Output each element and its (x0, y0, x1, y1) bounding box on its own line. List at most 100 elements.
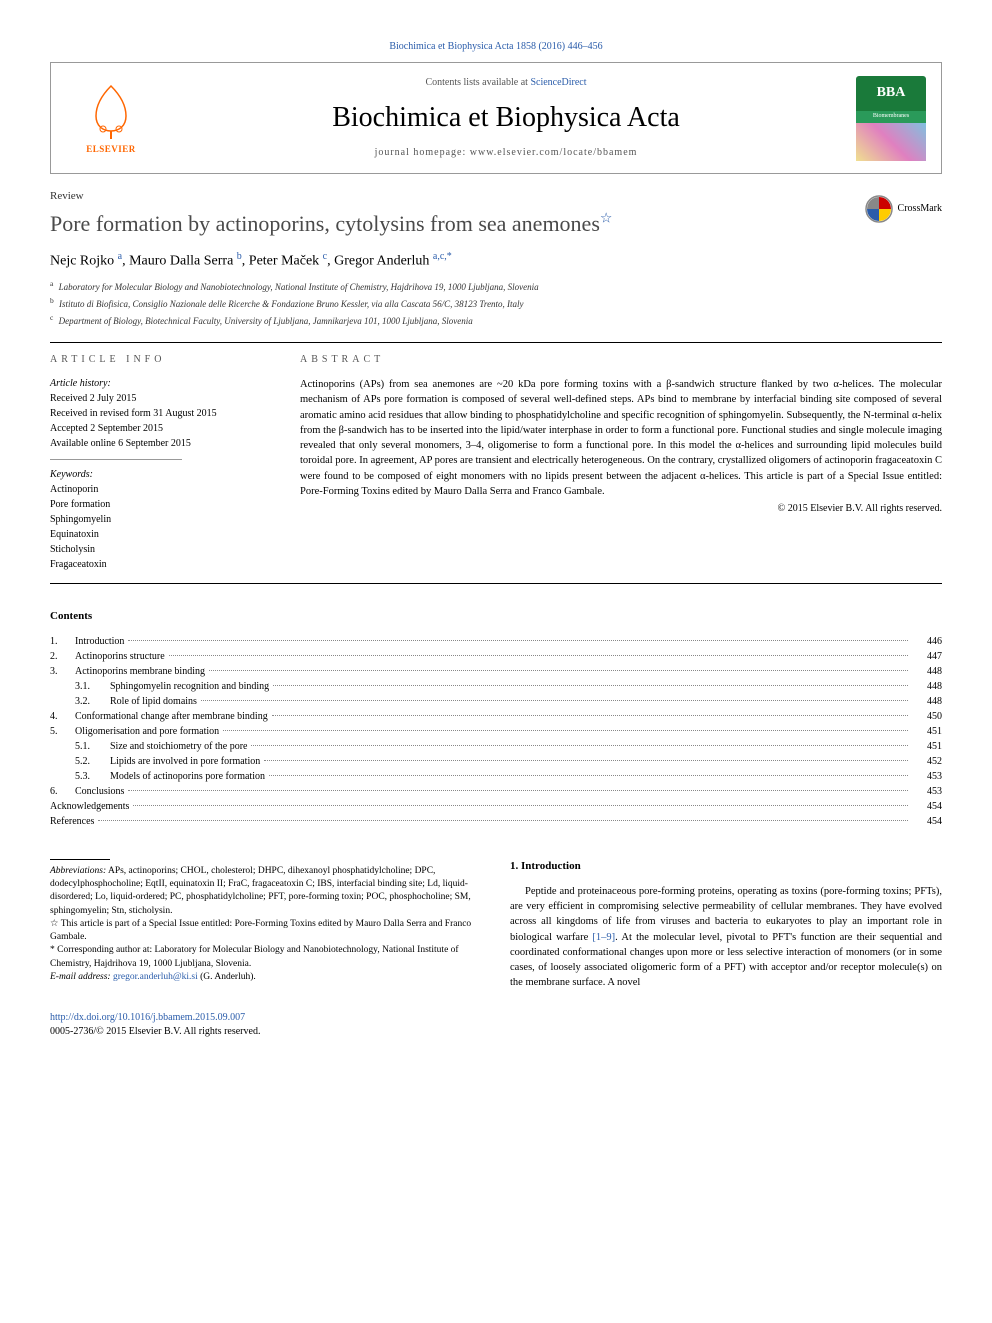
rule (50, 342, 942, 343)
footnotes-col: Abbreviations: APs, actinoporins; CHOL, … (50, 859, 480, 991)
article-type: Review (50, 189, 942, 204)
toc-page: 447 (912, 650, 942, 664)
keyword: Actinoporin (50, 483, 270, 497)
email-link[interactable]: gregor.anderluh@ki.si (113, 972, 198, 982)
contents-available: Contents lists available at ScienceDirec… (176, 76, 836, 90)
toc-row[interactable]: 4.Conformational change after membrane b… (50, 710, 942, 724)
toc-num: 3. (50, 665, 75, 679)
intro-ref-link[interactable]: [1–9] (592, 932, 615, 943)
affiliation: b Istituto di Biofisica, Consiglio Nazio… (50, 296, 942, 311)
toc-dots (128, 640, 908, 641)
toc-dots (128, 790, 908, 791)
toc-label: Models of actinoporins pore formation (110, 770, 265, 784)
intro-text: Peptide and proteinaceous pore-forming p… (510, 884, 942, 991)
toc-row[interactable]: Acknowledgements454 (50, 800, 942, 814)
elsevier-tree-icon (81, 81, 141, 141)
toc-row[interactable]: 6.Conclusions453 (50, 785, 942, 799)
toc-row[interactable]: 5.1.Size and stoichiometry of the pore45… (50, 740, 942, 754)
sciencedirect-link[interactable]: ScienceDirect (530, 77, 586, 88)
footnote-rule (50, 859, 110, 860)
email-label: E-mail address: (50, 972, 111, 982)
toc-dots (269, 775, 908, 776)
affiliation: a Laboratory for Molecular Biology and N… (50, 279, 942, 294)
toc-label: Actinoporins membrane binding (75, 665, 205, 679)
toc-label: Actinoporins structure (75, 650, 165, 664)
toc-page: 453 (912, 785, 942, 799)
affiliation: c Department of Biology, Biotechnical Fa… (50, 313, 942, 328)
toc-row[interactable]: 3.2.Role of lipid domains 448 (50, 695, 942, 709)
keyword: Pore formation (50, 498, 270, 512)
toc-row[interactable]: 5.3.Models of actinoporins pore formatio… (50, 770, 942, 784)
keyword: Fragaceatoxin (50, 558, 270, 572)
keywords-label: Keywords: (50, 468, 270, 482)
toc-page: 446 (912, 635, 942, 649)
header-box: ELSEVIER Contents lists available at Sci… (50, 62, 942, 174)
bba-cover-thumb: BBA Biomembranes (856, 76, 926, 161)
toc-subnum: 5.1. (75, 740, 110, 754)
bba-logo-text: BBA (856, 76, 926, 111)
article-title: Pore formation by actinoporins, cytolysi… (50, 209, 942, 240)
toc-label: Oligomerisation and pore formation (75, 725, 219, 739)
abbrev-text: APs, actinoporins; CHOL, cholesterol; DH… (50, 866, 471, 916)
toc-label: Introduction (75, 635, 124, 649)
history-line: Accepted 2 September 2015 (50, 422, 270, 436)
toc-dots (98, 820, 908, 821)
toc-row[interactable]: 3.1.Sphingomyelin recognition and bindin… (50, 680, 942, 694)
toc-dots (223, 730, 908, 731)
toc-row[interactable]: 5.Oligomerisation and pore formation451 (50, 725, 942, 739)
elsevier-text: ELSEVIER (86, 143, 136, 156)
toc-page: 453 (912, 770, 942, 784)
toc-label: Conclusions (75, 785, 124, 799)
toc-row[interactable]: References454 (50, 815, 942, 829)
history-label: Article history: (50, 377, 270, 391)
toc-title: Contents (50, 609, 942, 624)
toc-row[interactable]: 3.Actinoporins membrane binding448 (50, 665, 942, 679)
history-line: Available online 6 September 2015 (50, 437, 270, 451)
crossmark-icon (865, 195, 893, 223)
toc-page: 448 (912, 695, 942, 709)
toc-dots (251, 745, 908, 746)
toc-page: 454 (912, 800, 942, 814)
toc-page: 451 (912, 740, 942, 754)
toc-subnum: 3.2. (75, 695, 110, 709)
bba-cover-image (856, 123, 926, 161)
title-star-icon: ☆ (600, 212, 613, 227)
toc-row[interactable]: 1.Introduction 446 (50, 635, 942, 649)
header-center: Contents lists available at ScienceDirec… (176, 76, 836, 159)
bba-subtitle: Biomembranes (856, 111, 926, 123)
toc-row[interactable]: 2.Actinoporins structure 447 (50, 650, 942, 664)
toc-label: References (50, 815, 94, 829)
toc-subnum: 3.1. (75, 680, 110, 694)
crossmark-badge[interactable]: CrossMark (865, 195, 942, 223)
toc-page: 448 (912, 680, 942, 694)
keyword: Sticholysin (50, 543, 270, 557)
journal-header-link[interactable]: Biochimica et Biophysica Acta 1858 (2016… (50, 40, 942, 54)
abstract-head: abstract (300, 353, 942, 367)
toc-page: 450 (912, 710, 942, 724)
toc-num: 4. (50, 710, 75, 724)
toc-dots (133, 805, 908, 806)
journal-homepage: journal homepage: www.elsevier.com/locat… (176, 146, 836, 160)
journal-title: Biochimica et Biophysica Acta (176, 98, 836, 137)
toc-page: 451 (912, 725, 942, 739)
keyword: Equinatoxin (50, 528, 270, 542)
toc-label: Sphingomyelin recognition and binding (110, 680, 269, 694)
crossmark-label: CrossMark (898, 202, 942, 216)
toc-row[interactable]: 5.2.Lipids are involved in pore formatio… (50, 755, 942, 769)
issn-line: 0005-2736/© 2015 Elsevier B.V. All right… (50, 1025, 942, 1039)
toc-num: 1. (50, 635, 75, 649)
elsevier-logo: ELSEVIER (66, 73, 156, 163)
abstract-copyright: © 2015 Elsevier B.V. All rights reserved… (300, 502, 942, 516)
toc-dots (201, 700, 908, 701)
toc-dots (273, 685, 908, 686)
toc-dots (209, 670, 908, 671)
star-footnote: ☆ This article is part of a Special Issu… (50, 918, 480, 945)
doi-link[interactable]: http://dx.doi.org/10.1016/j.bbamem.2015.… (50, 1011, 942, 1025)
article-history: Article history: Received 2 July 2015Rec… (50, 377, 270, 451)
history-line: Received in revised form 31 August 2015 (50, 407, 270, 421)
toc-label: Role of lipid domains (110, 695, 197, 709)
toc-dots (169, 655, 908, 656)
toc-num: 2. (50, 650, 75, 664)
abbreviations: Abbreviations: APs, actinoporins; CHOL, … (50, 865, 480, 918)
abstract-text: Actinoporins (APs) from sea anemones are… (300, 377, 942, 499)
